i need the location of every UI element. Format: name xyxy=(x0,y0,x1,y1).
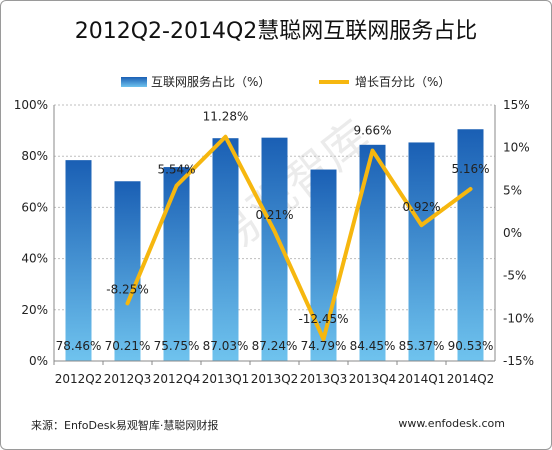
bar-value-label: 90.53% xyxy=(448,339,494,353)
growth-value-label: -8.25% xyxy=(106,282,148,296)
legend-label-line: 增长百分比（%） xyxy=(355,75,450,89)
growth-line xyxy=(125,134,473,342)
source-note: 来源：EnfoDesk易观智库·慧聪网财报 xyxy=(31,419,219,432)
legend-swatch-bar xyxy=(121,77,147,87)
y-left-tick-label: 20% xyxy=(21,303,48,317)
bar-value-label: 74.79% xyxy=(301,339,347,353)
y-left-tick-label: 80% xyxy=(21,149,48,163)
bar xyxy=(212,138,239,361)
bar-value-label: 78.46% xyxy=(56,339,102,353)
growth-value-label: 0.92% xyxy=(402,200,440,214)
bar-layer xyxy=(65,129,484,361)
x-tick-label: 2012Q2 xyxy=(55,372,103,386)
y-right-tick-label: 0% xyxy=(503,226,522,240)
bar-value-label: 87.03% xyxy=(203,339,249,353)
source-url: www.enfodesk.com xyxy=(398,417,505,430)
bar xyxy=(457,129,484,361)
growth-value-label: 5.16% xyxy=(451,162,489,176)
y-right-tick-label: -10% xyxy=(503,311,534,325)
legend: 互联网服务占比（%） 增长百分比（%） xyxy=(121,74,450,89)
chart-svg: 0% 20% 40% 60% 80% 100% -15% -10% -5% 0% 5% 10% 15% 2… xyxy=(14,74,534,386)
bar xyxy=(163,167,190,361)
x-tick-label: 2013Q3 xyxy=(300,372,348,386)
bar xyxy=(310,169,337,361)
x-tick-label: 2013Q1 xyxy=(202,372,250,386)
growth-value-label: -12.45% xyxy=(298,312,348,326)
x-tick-label: 2013Q4 xyxy=(349,372,397,386)
y-right-tick-label: -15% xyxy=(503,354,534,368)
bar-value-label: 70.21% xyxy=(105,339,151,353)
chart-title: 2012Q2-2014Q2慧聪网互联网服务占比 xyxy=(74,19,478,44)
y-left-tick-label: 40% xyxy=(21,252,48,266)
growth-value-label: 0.21% xyxy=(255,208,293,222)
growth-value-label: 11.28% xyxy=(203,110,249,124)
x-tick-label: 2012Q3 xyxy=(104,372,152,386)
y-right-tick-label: 5% xyxy=(503,183,522,197)
growth-value-label: 5.54% xyxy=(157,163,195,177)
legend-label-bar: 互联网服务占比（%） xyxy=(151,74,270,89)
bar-value-label: 75.75% xyxy=(154,339,200,353)
x-tick-label: 2014Q1 xyxy=(398,372,446,386)
bar-value-label: 84.45% xyxy=(350,339,396,353)
y-left-tick-label: 100% xyxy=(14,98,48,112)
label-layer: 78.46% 70.21% 75.75% 87.03% 87.24% 74.79% 84.4… xyxy=(56,110,494,353)
y-left-tick-label: 0% xyxy=(29,354,48,368)
bar xyxy=(65,160,92,361)
bar xyxy=(408,142,435,361)
y-right-tick-label: -5% xyxy=(503,269,526,283)
growth-value-label: 9.66% xyxy=(353,124,391,138)
x-tick-label: 2014Q2 xyxy=(447,372,495,386)
x-tick-label: 2013Q2 xyxy=(251,372,299,386)
bar xyxy=(359,144,386,361)
y-right-tick-label: 10% xyxy=(503,141,530,155)
y-right-tick-label: 15% xyxy=(503,98,530,112)
bar xyxy=(114,181,141,361)
axis-layer: 0% 20% 40% 60% 80% 100% -15% -10% -5% 0% 5% 10% 15% 2… xyxy=(14,98,534,386)
bar-value-label: 85.37% xyxy=(399,339,445,353)
y-left-tick-label: 60% xyxy=(21,200,48,214)
line-layer xyxy=(125,134,473,342)
x-tick-label: 2012Q4 xyxy=(153,372,201,386)
bar-value-label: 87.24% xyxy=(252,339,298,353)
